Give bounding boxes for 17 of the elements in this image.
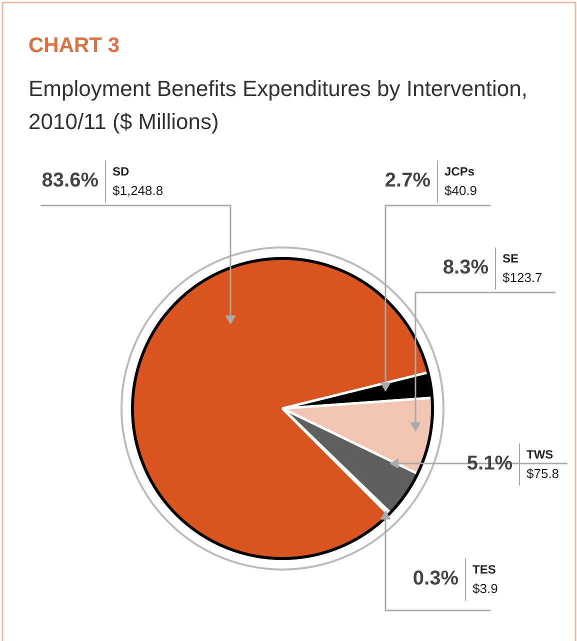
text: 2.7% xyxy=(384,170,431,192)
slice-label: TWS xyxy=(526,448,554,462)
data-label: $1,248.8 xyxy=(112,183,164,198)
slice-label: SE xyxy=(502,252,519,266)
text: 83.6% xyxy=(42,170,99,192)
chart-subtitle: Employment Benefits Expenditures by Intervention, 2010/11 ($ Millions) xyxy=(28,76,528,134)
data-label: $3.9 xyxy=(472,581,498,596)
text: 0.3% xyxy=(412,568,459,590)
chart-title: CHART 3 xyxy=(28,34,120,57)
slice-label: TES xyxy=(472,562,496,576)
data-label: $123.7 xyxy=(502,270,542,285)
text: 5.1% xyxy=(466,452,513,474)
data-label: $40.9 xyxy=(444,183,478,198)
slice-label: JCPs xyxy=(444,164,475,178)
slice-label: SD xyxy=(112,164,130,178)
data-label: $75.8 xyxy=(526,466,560,481)
text: 8.3% xyxy=(442,256,489,278)
